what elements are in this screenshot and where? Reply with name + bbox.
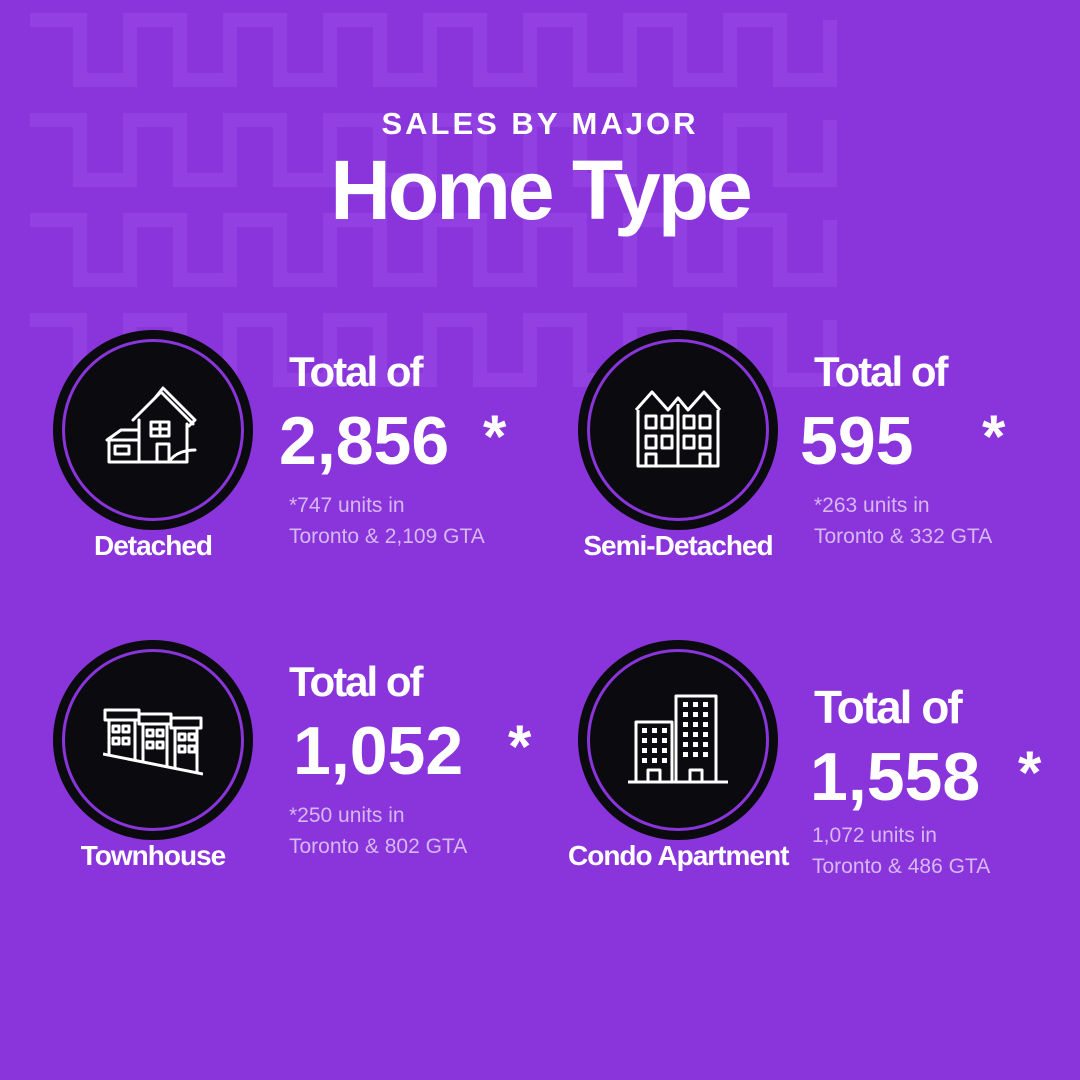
total-label: Total of (814, 681, 963, 733)
units-note-line: *250 units in (289, 804, 405, 827)
units-note: *250 units in Toronto & 802 GTA (289, 800, 467, 862)
circle-ring (587, 339, 769, 521)
units-note: *747 units in Toronto & 2,109 GTA (289, 490, 485, 552)
units-note-line: Toronto & 486 GTA (812, 855, 991, 878)
icon-circle (578, 640, 778, 840)
semi-detached-house-icon (634, 390, 722, 468)
asterisk: * (1018, 739, 1042, 806)
units-note-line: *263 units in (814, 494, 930, 517)
type-label: Semi-Detached (583, 530, 773, 561)
asterisk: * (483, 403, 507, 470)
total-label: Total of (289, 658, 424, 705)
condo-building-icon (628, 694, 728, 784)
total-value: 595 (800, 403, 914, 479)
townhouse-icon (103, 708, 203, 776)
units-note-line: Toronto & 332 GTA (814, 525, 993, 548)
type-label: Condo Apartment (568, 840, 789, 871)
type-label: Townhouse (80, 840, 226, 871)
total-value: 1,558 (810, 739, 981, 815)
card-semi-detached: Semi-Detached Total of 595 * *263 units … (578, 330, 1080, 600)
total-label: Total of (814, 348, 949, 395)
card-detached: Detached Total of 2,856 * *747 units in … (53, 330, 573, 600)
units-note-line: Toronto & 802 GTA (289, 835, 468, 858)
units-note-line: 1,072 units in (812, 824, 937, 847)
circle-ring (62, 339, 244, 521)
icon-circle (578, 330, 778, 530)
units-note-line: Toronto & 2,109 GTA (289, 525, 485, 548)
icon-circle (53, 330, 253, 530)
circle-ring (587, 649, 769, 831)
total-value: 1,052 (293, 713, 464, 789)
header-kicker: SALES BY MAJOR (381, 106, 699, 141)
card-townhouse: Townhouse Total of 1,052 * *250 units in… (53, 640, 573, 910)
type-label: Detached (93, 530, 213, 561)
units-note: 1,072 units in Toronto & 486 GTA (812, 820, 990, 882)
units-note-line: *747 units in (289, 494, 405, 517)
units-note: *263 units in Toronto & 332 GTA (814, 490, 992, 552)
asterisk: * (508, 713, 532, 780)
icon-circle (53, 640, 253, 840)
total-value: 2,856 (279, 403, 450, 479)
circle-ring (62, 649, 244, 831)
asterisk: * (982, 403, 1006, 470)
page-title: Home Type (330, 143, 753, 237)
detached-house-icon (105, 386, 197, 464)
card-condo-apartment: Condo Apartment Total of 1,558 * 1,072 u… (568, 640, 1080, 910)
total-label: Total of (289, 348, 424, 395)
